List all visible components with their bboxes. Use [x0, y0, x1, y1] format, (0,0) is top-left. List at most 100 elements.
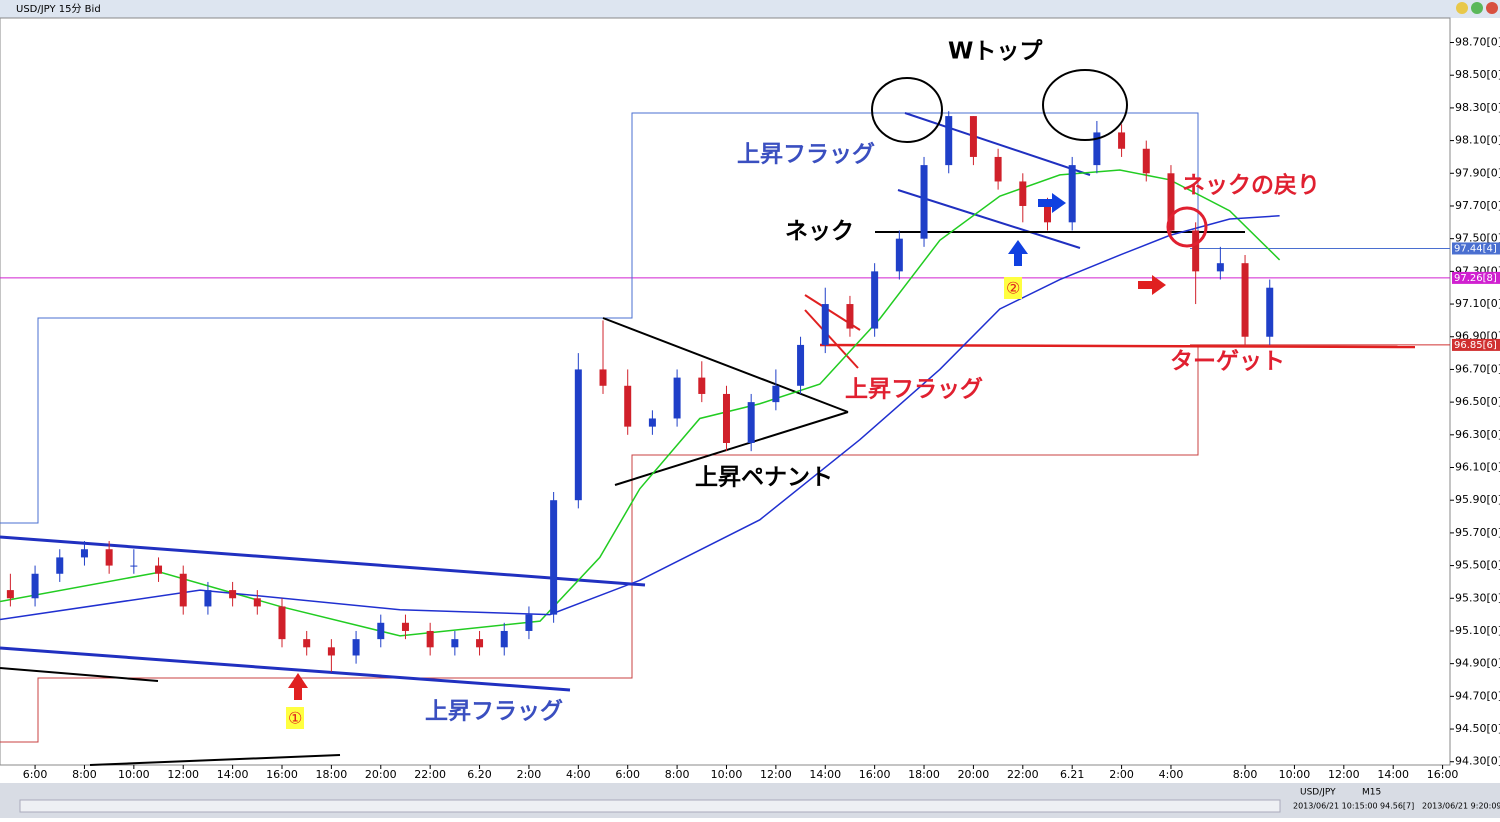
candle-body	[945, 116, 953, 166]
candle-body	[500, 630, 508, 648]
status-time: 2013/06/21 10:15:00	[1293, 802, 1378, 811]
y-tick-label: 96.30[0]	[1455, 428, 1500, 441]
candle-body	[895, 238, 903, 272]
x-tick-label: 20:00	[365, 768, 397, 781]
candle-body	[599, 369, 607, 386]
x-tick-label: 20:00	[958, 768, 990, 781]
candle-body	[204, 590, 212, 607]
candle-body	[253, 598, 261, 607]
x-tick-label: 16:00	[1427, 768, 1459, 781]
x-tick-label: 10:00	[711, 768, 743, 781]
annotation: ネックの戻り	[1182, 173, 1320, 199]
x-tick-label: 10:00	[118, 768, 150, 781]
window-title: USD/JPY 15分 Bid	[16, 3, 101, 15]
annotation: 上昇フラッグ	[737, 141, 875, 168]
y-tick-label: 94.30[0]	[1455, 755, 1500, 768]
candle-body	[1142, 148, 1150, 174]
y-tick-label: 95.50[0]	[1455, 559, 1500, 572]
x-tick-label: 8:00	[665, 768, 690, 781]
price-label: 97.44[4]	[1454, 243, 1497, 254]
candle-body	[772, 385, 780, 403]
y-tick-label: 97.50[0]	[1455, 232, 1500, 245]
plot-area	[0, 17, 1451, 766]
y-tick-label: 96.70[0]	[1455, 362, 1500, 375]
y-tick-label: 98.30[0]	[1455, 101, 1500, 114]
window-buttons[interactable]	[1456, 2, 1498, 14]
x-tick-label: 14:00	[217, 768, 249, 781]
candle-body	[624, 385, 632, 427]
candle-body	[155, 565, 163, 574]
candle-body	[525, 614, 533, 631]
annotation: 上昇ペナント	[695, 465, 833, 491]
candle-body	[1093, 132, 1101, 166]
y-tick-label: 98.50[0]	[1455, 68, 1500, 81]
highlights	[871, 69, 1208, 248]
candle-body	[6, 590, 14, 599]
y-tick-label: 98.10[0]	[1455, 134, 1500, 147]
candle-body	[1266, 287, 1274, 337]
marker-bg	[1004, 277, 1022, 299]
candle-body	[1068, 165, 1076, 223]
x-tick-label: 16:00	[266, 768, 298, 781]
price-label-bg	[1452, 271, 1500, 284]
price-label-bg	[1452, 242, 1500, 255]
y-tick-label: 94.70[0]	[1455, 689, 1500, 702]
candle-body	[747, 402, 755, 443]
arrows	[288, 193, 1166, 700]
symbol[interactable]: USD/JPY	[1300, 788, 1336, 798]
annotation: 上昇フラッグ	[425, 698, 563, 725]
candle-body	[797, 344, 805, 386]
annotation: 上昇フラッグ	[845, 376, 983, 403]
candle-body	[550, 500, 558, 615]
x-tick-label: 6:00	[23, 768, 48, 781]
candle-body	[969, 116, 977, 157]
x-tick-label: 22:00	[414, 768, 446, 781]
candle-body	[327, 647, 335, 656]
candle-body	[229, 590, 237, 599]
candle-body	[105, 549, 113, 566]
candle-body	[179, 573, 187, 607]
x-tick-label: 14:00	[809, 768, 841, 781]
y-tick-label: 96.50[0]	[1455, 395, 1500, 408]
x-tick-label: 14:00	[1377, 768, 1409, 781]
x-tick-label: 2:00	[1109, 768, 1134, 781]
y-tick-label: 97.10[0]	[1455, 297, 1500, 310]
candle-body	[352, 639, 360, 656]
candle-body	[80, 549, 88, 558]
candle-body	[31, 573, 39, 599]
candle-body	[130, 565, 138, 567]
y-tick-label: 95.70[0]	[1455, 526, 1500, 539]
tabs[interactable]	[19, 799, 1281, 813]
candle-body	[1192, 230, 1200, 272]
candle-body	[451, 639, 459, 648]
candle-body	[56, 557, 64, 574]
annotation: ①	[288, 709, 302, 728]
candle-body	[1019, 181, 1027, 206]
x-tick-label: 6:00	[615, 768, 640, 781]
candle-body	[722, 393, 730, 443]
candle-body	[401, 622, 409, 631]
x-tick-label: 8:00	[1233, 768, 1258, 781]
y-tick-label: 97.70[0]	[1455, 199, 1500, 212]
candle-body	[920, 165, 928, 239]
moving-average	[0, 215, 1280, 621]
timeframe[interactable]: M15	[1362, 788, 1381, 798]
x-tick-label: 4:00	[1159, 768, 1184, 781]
status-price: 94.56[7]	[1380, 802, 1414, 811]
candle-body	[821, 304, 829, 345]
candle-body	[994, 156, 1002, 182]
candle-body	[1118, 132, 1126, 149]
candle-body	[476, 639, 484, 648]
candle-body	[426, 630, 434, 648]
y-tick-label: 95.30[0]	[1455, 591, 1500, 604]
candle-body	[377, 622, 385, 640]
x-tick-label: 10:00	[1279, 768, 1311, 781]
candle-body	[1167, 173, 1175, 231]
price-label-bg	[1452, 338, 1500, 351]
x-tick-label: 4:00	[566, 768, 591, 781]
candle-body	[871, 271, 879, 329]
candle-body	[846, 304, 854, 329]
x-tick-label: 6.21	[1060, 768, 1085, 781]
x-tick-label: 16:00	[859, 768, 891, 781]
